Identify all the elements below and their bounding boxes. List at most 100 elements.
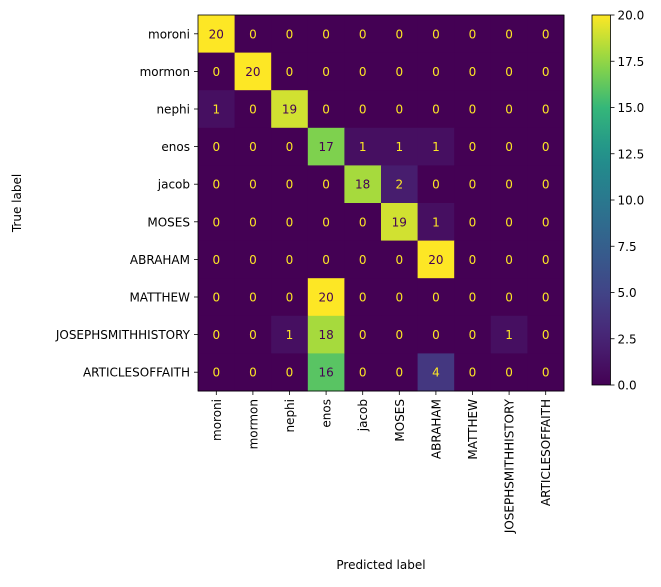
heatmap-cell — [454, 127, 492, 166]
heatmap-cell — [527, 165, 565, 204]
cell-value-label: 0 — [212, 253, 220, 267]
heatmap-cell — [454, 52, 492, 91]
cell-value-label: 0 — [505, 27, 513, 41]
cell-value-label: 0 — [395, 65, 403, 79]
heatmap-cell — [527, 203, 565, 242]
heatmap-cell — [454, 203, 492, 242]
cell-value-label: 0 — [542, 253, 550, 267]
cell-value-label: 0 — [359, 291, 367, 305]
colorbar-tick-label: 7.5 — [618, 240, 637, 254]
heatmap-cell — [417, 127, 455, 166]
heatmap-cell — [307, 315, 345, 354]
cell-value-label: 0 — [395, 291, 403, 305]
heatmap-cell — [344, 15, 382, 54]
cell-value-label: 0 — [359, 253, 367, 267]
heatmap-cell — [417, 203, 455, 242]
heatmap-cell — [198, 203, 236, 242]
heatmap-cell — [527, 278, 565, 317]
heatmap-cell — [454, 278, 492, 317]
cell-value-label: 0 — [432, 65, 440, 79]
y-tick-label: MATTHEW — [129, 291, 190, 305]
heatmap-cell — [454, 15, 492, 54]
cell-value-label: 0 — [505, 215, 513, 229]
cell-value-label: 0 — [542, 65, 550, 79]
x-tick-label: ARTICLESOFFAITH — [539, 399, 553, 506]
cell-value-label: 0 — [249, 215, 257, 229]
cell-value-label: 0 — [542, 27, 550, 41]
heatmap-cell — [490, 203, 528, 242]
cell-value-label: 0 — [542, 140, 550, 154]
cell-value-label: 0 — [212, 291, 220, 305]
heatmap-cell — [454, 165, 492, 204]
heatmap-cell — [198, 353, 236, 392]
cell-value-label: 1 — [395, 140, 403, 154]
heatmap-cell — [490, 240, 528, 279]
plot-frame — [197, 14, 565, 392]
colorbar-tick-label: 0.0 — [618, 379, 637, 393]
cell-value-label: 0 — [359, 27, 367, 41]
cell-value-label: 0 — [359, 366, 367, 380]
cell-value-label: 0 — [505, 178, 513, 192]
heatmap-cell — [490, 315, 528, 354]
heatmap-cell — [234, 240, 272, 279]
cell-value-label: 0 — [542, 291, 550, 305]
cell-value-label: 0 — [542, 328, 550, 342]
heatmap-cells — [198, 15, 565, 392]
cell-value-label: 0 — [395, 366, 403, 380]
heatmap-cell — [490, 165, 528, 204]
cell-value-label: 0 — [286, 366, 294, 380]
cell-value-label: 1 — [505, 328, 513, 342]
heatmap-cell — [198, 278, 236, 317]
heatmap-cell — [234, 315, 272, 354]
heatmap-cell — [381, 278, 419, 317]
heatmap-cell — [198, 90, 236, 129]
heatmap-cell — [307, 278, 345, 317]
x-tick-label: moroni — [210, 399, 224, 441]
heatmap-cell — [271, 278, 309, 317]
colorbar-tick-label: 20.0 — [618, 9, 645, 23]
heatmap-cell — [271, 353, 309, 392]
heatmap-cell — [454, 353, 492, 392]
y-tick-label: ABRAHAM — [130, 253, 190, 267]
cell-value-label: 20 — [245, 65, 260, 79]
cell-value-label: 0 — [469, 103, 477, 117]
heatmap-cell — [307, 240, 345, 279]
colorbar-tick-label: 2.5 — [618, 332, 637, 346]
heatmap-cell — [381, 203, 419, 242]
heatmap-cell — [344, 315, 382, 354]
cell-value-label: 0 — [505, 140, 513, 154]
heatmap-cell — [490, 15, 528, 54]
cell-value-label: 0 — [505, 291, 513, 305]
cell-value-label: 0 — [505, 253, 513, 267]
heatmap-cell — [381, 353, 419, 392]
cell-value-label: 0 — [212, 366, 220, 380]
cell-value-label: 0 — [505, 65, 513, 79]
heatmap-cell — [234, 15, 272, 54]
colorbar-ticks: 0.0 2.5 5.0 7.5 10.0 12.5 15.0 17.5 20.0 — [610, 9, 645, 393]
heatmap-cell — [527, 52, 565, 91]
cell-value-label: 19 — [392, 215, 407, 229]
heatmap-cell — [307, 52, 345, 91]
heatmap-cell — [381, 165, 419, 204]
colorbar-tick-label: 15.0 — [618, 101, 645, 115]
x-tick-label: JOSEPHSMITHHISTORY — [503, 398, 517, 534]
heatmap-cell — [307, 90, 345, 129]
x-tick-label: nephi — [283, 399, 297, 433]
cell-value-label: 18 — [318, 328, 333, 342]
cell-value-label: 0 — [286, 291, 294, 305]
heatmap-cell — [417, 165, 455, 204]
cell-value-label: 20 — [428, 253, 443, 267]
cell-value-label: 0 — [395, 253, 403, 267]
heatmap-cell — [417, 278, 455, 317]
colorbar-tick-label: 17.5 — [618, 55, 645, 69]
heatmap-cell — [271, 52, 309, 91]
heatmap-cell — [417, 353, 455, 392]
cell-value-label: 1 — [432, 215, 440, 229]
heatmap-cell — [417, 240, 455, 279]
y-tick-label: mormon — [140, 65, 190, 79]
y-tick-label: JOSEPHSMITHHISTORY — [55, 328, 191, 342]
cell-value-label: 0 — [286, 65, 294, 79]
heatmap-cell — [527, 240, 565, 279]
x-tick-label: jacob — [356, 399, 370, 432]
heatmap-cell — [234, 278, 272, 317]
